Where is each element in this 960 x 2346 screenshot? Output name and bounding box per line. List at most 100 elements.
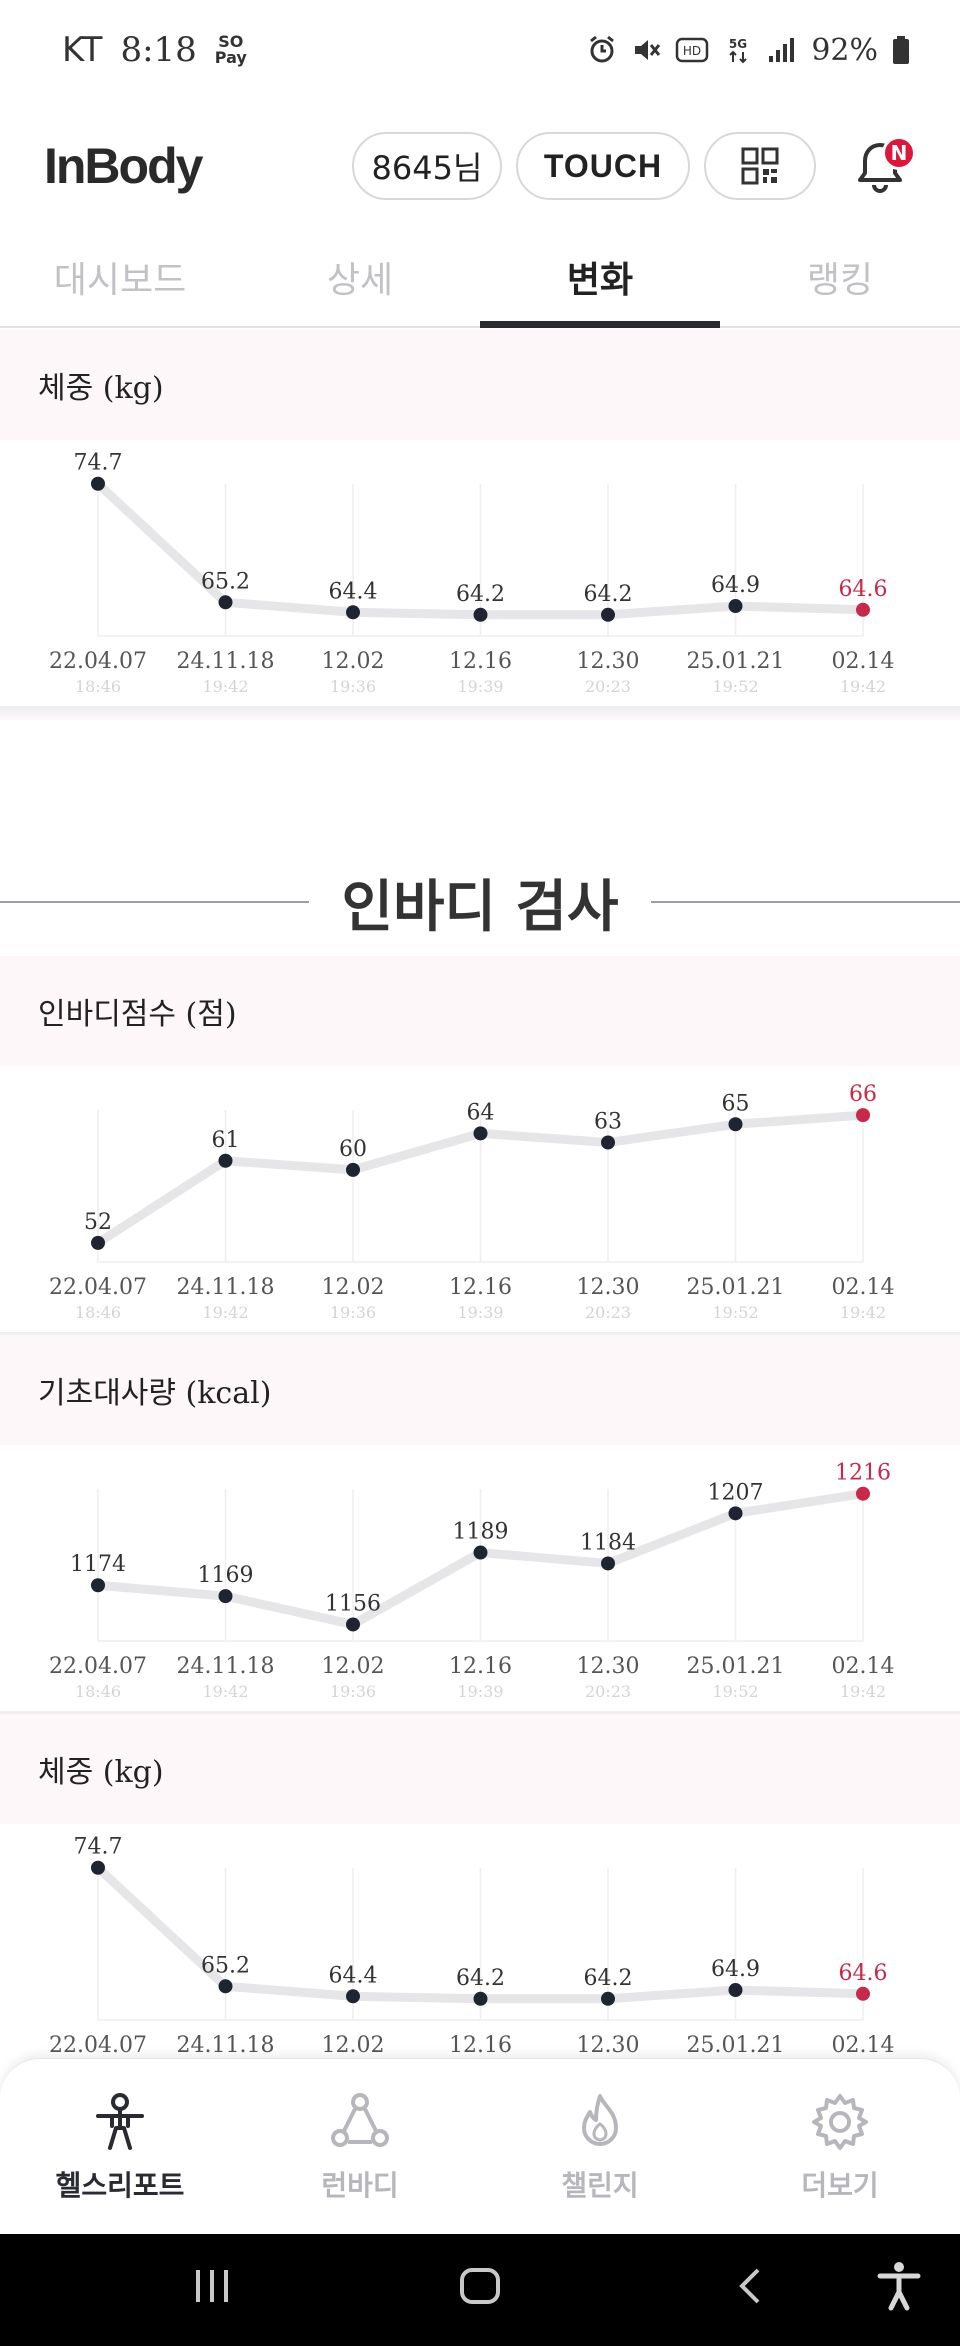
qr-button[interactable] xyxy=(704,132,816,200)
inbody-score-chart-svg: 52 22.04.07 18:46 61 24.11.18 19:42 60 12.02 19:… xyxy=(49,1082,895,1322)
data-label: 64.4 xyxy=(329,579,378,604)
signal-icon xyxy=(769,38,795,62)
data-point xyxy=(218,1153,233,1168)
nav-more[interactable]: 더보기 xyxy=(720,2059,960,2234)
5g-icon: 5G xyxy=(729,37,747,64)
data-label: 60 xyxy=(339,1137,367,1162)
hd-icon: HD xyxy=(676,37,709,63)
touch-button[interactable]: TOUCH xyxy=(516,132,690,200)
x-tick-label: 25.01.21 xyxy=(687,2033,785,2058)
x-tick-sublabel: 18:46 xyxy=(75,677,121,696)
x-tick-label: 12.16 xyxy=(449,2033,512,2058)
user-button[interactable]: 8645님 xyxy=(352,132,502,200)
inbody-logo: InBody xyxy=(44,138,203,194)
data-point xyxy=(728,599,743,614)
x-tick-label: 12.30 xyxy=(577,1275,640,1300)
x-tick-sublabel: 19:36 xyxy=(330,677,376,696)
accessibility-button[interactable] xyxy=(876,2260,922,2312)
data-point xyxy=(728,1117,743,1132)
x-tick-sublabel: 19:52 xyxy=(712,1303,758,1322)
data-label: 65.2 xyxy=(201,1953,250,1978)
clock: 8:18 xyxy=(120,30,197,70)
recent-apps-button[interactable] xyxy=(190,2264,234,2308)
x-tick-sublabel: 19:36 xyxy=(330,1303,376,1322)
back-button[interactable] xyxy=(730,2264,774,2308)
x-tick-label: 02.14 xyxy=(832,1275,895,1300)
x-tick-sublabel: 20:23 xyxy=(585,677,631,696)
x-tick-label: 22.04.07 xyxy=(49,1275,147,1300)
data-point xyxy=(856,1986,870,2001)
nav-health-report[interactable]: 헬스리포트 xyxy=(0,2059,240,2234)
inbody-test-heading: 인바디 검사 xyxy=(341,874,619,940)
data-label: 64.2 xyxy=(456,1966,505,1991)
nav-challenge[interactable]: 챌린지 xyxy=(480,2059,720,2234)
bmr-chart: 1174 22.04.07 18:46 1169 24.11.18 19:42 1156 12… xyxy=(0,1445,960,1711)
notification-badge: N xyxy=(882,136,916,170)
qr-code-icon xyxy=(741,147,779,185)
data-point xyxy=(473,607,488,622)
x-tick-sublabel: 19:36 xyxy=(330,1682,376,1701)
weight-chart-svg: 74.7 22.04.07 18:46 65.2 24.11.18 19:42 64.4 12… xyxy=(49,451,894,696)
system-nav-bar xyxy=(0,2234,960,2346)
home-button[interactable] xyxy=(458,2264,502,2308)
status-bar: KT 8:18 SO Pay HD 5G 92% xyxy=(0,0,960,100)
tab-change[interactable]: 변화 xyxy=(480,228,720,328)
x-tick-sublabel: 20:23 xyxy=(585,1303,631,1322)
tab-dashboard[interactable]: 대시보드 xyxy=(53,260,187,301)
data-label: 1169 xyxy=(198,1563,254,1588)
data-point xyxy=(346,1989,360,2004)
x-tick-label: 22.04.07 xyxy=(49,1654,147,1679)
x-tick-sublabel: 19:39 xyxy=(457,1682,503,1701)
x-tick-sublabel: 19:42 xyxy=(202,1303,248,1322)
battery-icon xyxy=(893,36,909,64)
pay-label: Pay xyxy=(214,48,247,67)
data-point xyxy=(728,1983,743,1998)
x-tick-label: 12.30 xyxy=(577,649,640,674)
data-label: 64.2 xyxy=(584,1966,633,1991)
x-tick-label: 12.02 xyxy=(322,649,385,674)
tab-detail[interactable]: 상세 xyxy=(326,260,394,301)
bottom-nav: 헬스리포트 런바디 챌린지 더보기 xyxy=(0,2058,960,2234)
section-divider: 인바디 검사 xyxy=(0,862,960,942)
svg-text:5G: 5G xyxy=(729,37,747,51)
chart-title: 체중 (kg) xyxy=(0,330,960,440)
data-point xyxy=(218,1589,233,1604)
data-point xyxy=(601,1991,615,2006)
data-point xyxy=(91,476,105,491)
data-label: 63 xyxy=(594,1110,622,1135)
weight-chart-section-2: 체중 (kg) 74.722.04.0718:4665.224.11.1819:… xyxy=(0,1714,960,2090)
x-tick-label: 25.01.21 xyxy=(687,649,785,674)
x-tick-label: 22.04.07 xyxy=(49,2033,147,2058)
x-tick-sublabel: 20:23 xyxy=(585,1682,631,1701)
data-point xyxy=(856,602,870,617)
nav-label: 헬스리포트 xyxy=(55,2168,185,2202)
x-tick-label: 02.14 xyxy=(832,1654,895,1679)
accessibility-icon xyxy=(877,2262,921,2311)
bmr-chart-section: 기초대사량 (kcal) 1174 22.04.07 18:46 1169 24.11.… xyxy=(0,1335,960,1725)
x-tick-label: 25.01.21 xyxy=(687,1654,785,1679)
x-tick-label: 24.11.18 xyxy=(177,2033,275,2058)
x-tick-label: 12.02 xyxy=(322,1275,385,1300)
tab-bar: 대시보드 상세 변화 랭킹 xyxy=(0,228,960,328)
x-tick-label: 12.02 xyxy=(322,1654,385,1679)
data-label: 64.6 xyxy=(839,1961,888,1986)
nav-runbody[interactable]: 런바디 xyxy=(240,2059,480,2234)
data-label: 64 xyxy=(467,1100,495,1125)
data-point xyxy=(473,1545,488,1560)
inbody-score-chart-section: 인바디점수 (점) 52 22.04.07 18:46 61 24.11.18 19:42… xyxy=(0,956,960,1346)
data-label: 65.2 xyxy=(201,569,250,594)
x-tick-label: 25.01.21 xyxy=(687,1275,785,1300)
recent-apps-icon xyxy=(196,2270,228,2302)
data-point xyxy=(346,1162,360,1177)
weight-chart-2: 74.722.04.0718:4665.224.11.1819:4264.412… xyxy=(0,1824,960,2090)
x-tick-label: 24.11.18 xyxy=(177,649,275,674)
weight-chart: 74.7 22.04.07 18:46 65.2 24.11.18 19:42 64.4 12… xyxy=(0,440,960,706)
x-tick-sublabel: 19:52 xyxy=(712,677,758,696)
notification-button[interactable]: N xyxy=(840,126,920,206)
data-point xyxy=(473,1126,488,1141)
data-point xyxy=(346,605,360,620)
x-tick-label: 12.16 xyxy=(449,649,512,674)
data-point xyxy=(601,1135,615,1150)
pay-icon: SO Pay xyxy=(214,32,247,67)
tab-ranking[interactable]: 랭킹 xyxy=(806,260,874,301)
